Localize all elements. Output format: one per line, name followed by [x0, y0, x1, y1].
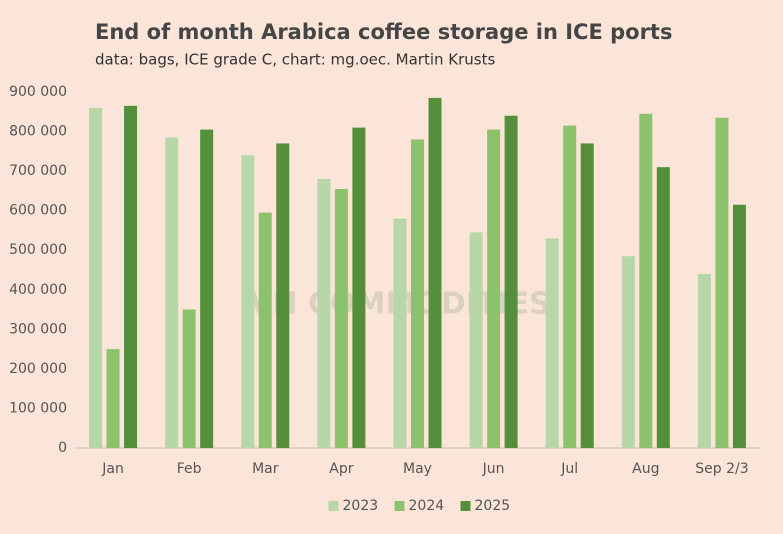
- bar: [334, 188, 348, 448]
- bar: [258, 212, 272, 448]
- bar: [732, 204, 746, 448]
- bar: [276, 143, 290, 448]
- bar: [411, 139, 424, 448]
- bar: [563, 125, 577, 448]
- chart-title: End of month Arabica coffee storage in I…: [95, 20, 672, 44]
- legend-swatch: [460, 501, 471, 511]
- y-tick-label: 700 000: [9, 163, 67, 179]
- bar: [469, 232, 483, 448]
- legend-label: 2025: [475, 498, 511, 514]
- bar: [428, 97, 442, 448]
- x-tick-label: Jun: [482, 461, 505, 477]
- y-tick-label: 100 000: [9, 400, 67, 416]
- y-tick-label: 200 000: [9, 361, 67, 377]
- x-tick-label: Jan: [101, 461, 124, 477]
- y-tick-label: 500 000: [9, 242, 67, 258]
- bar: [106, 349, 120, 448]
- bar: [504, 115, 518, 448]
- y-tick-label: 0: [58, 440, 67, 456]
- x-tick-label: Sep 2/3: [695, 461, 748, 477]
- x-tick-label: Feb: [177, 461, 202, 477]
- x-tick-label: Jul: [560, 461, 578, 477]
- y-tick-label: 400 000: [9, 282, 67, 298]
- y-tick-label: 300 000: [9, 321, 67, 337]
- bar: [241, 155, 255, 449]
- bar: [715, 117, 729, 448]
- bar: [580, 143, 594, 448]
- bar: [697, 273, 711, 448]
- y-tick-label: 900 000: [9, 84, 67, 100]
- y-tick-label: 600 000: [9, 203, 67, 219]
- x-tick-label: Mar: [252, 461, 279, 477]
- bar: [352, 127, 366, 448]
- y-tick-label: 800 000: [9, 124, 67, 140]
- bar: [317, 179, 331, 448]
- bar: [182, 309, 196, 448]
- chart-subtitle: data: bags, ICE grade C, chart: mg.oec. …: [95, 51, 495, 69]
- x-tick-label: May: [403, 461, 432, 477]
- bar: [200, 129, 214, 449]
- x-tick-label: Aug: [632, 461, 659, 477]
- bar: [639, 113, 653, 448]
- bar: [89, 107, 103, 449]
- bar: [487, 129, 501, 449]
- x-tick-label: Apr: [329, 461, 353, 477]
- legend-swatch: [394, 501, 405, 511]
- bar: [656, 167, 670, 448]
- bar: [165, 137, 179, 448]
- bar: [621, 256, 635, 448]
- bar: [393, 218, 407, 448]
- bar: [124, 105, 138, 448]
- legend-swatch: [328, 501, 339, 511]
- legend-label: 2023: [343, 498, 379, 514]
- bar: [545, 238, 559, 448]
- legend-label: 2024: [409, 498, 445, 514]
